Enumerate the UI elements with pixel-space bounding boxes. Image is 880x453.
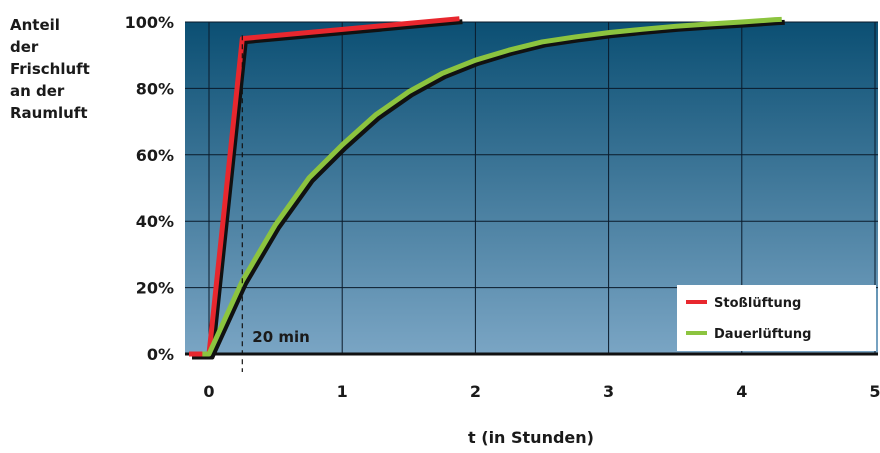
x-tick-label: 2 — [470, 382, 481, 401]
x-tick-label: 3 — [603, 382, 614, 401]
series-line-0 — [189, 16, 460, 357]
annotation-label: 20 min — [252, 328, 310, 346]
series-line-1 — [202, 16, 782, 357]
x-tick-label: 4 — [736, 382, 747, 401]
y-axis-title: Anteil der Frischluft an der Raumluft — [10, 16, 90, 122]
legend-entry: Dauerlüftung — [714, 327, 811, 342]
y-axis-title-line: Raumluft — [10, 104, 88, 122]
y-tick-label: 60% — [136, 146, 174, 165]
y-tick-label: 100% — [125, 13, 174, 32]
y-tick-label: 20% — [136, 279, 174, 298]
annotations: 20 min — [241, 35, 310, 372]
y-axis-title-line: Anteil — [10, 16, 60, 34]
y-tick-label: 40% — [136, 212, 174, 231]
y-tick-label: 80% — [136, 79, 174, 98]
x-axis-title: t (in Stunden) — [468, 428, 594, 447]
y-axis-title-line: der — [10, 38, 39, 56]
series-shadow-1 — [205, 19, 785, 360]
legend-box — [677, 285, 876, 351]
series-shadow-0 — [192, 19, 463, 360]
x-tick-label: 5 — [869, 382, 880, 401]
axes: 0 1 2 3 4 5 0% 20% 40% 60% 80% 100% — [125, 13, 880, 401]
y-axis-title-line: Frischluft — [10, 60, 90, 78]
x-tick-label: 1 — [337, 382, 348, 401]
legend-entry: Stoßlüftung — [714, 296, 801, 311]
x-tick-label: 0 — [203, 382, 214, 401]
y-tick-label: 0% — [147, 345, 174, 364]
series — [189, 16, 785, 360]
y-axis-title-line: an der — [10, 82, 65, 100]
legend: Stoßlüftung Dauerlüftung — [677, 285, 876, 351]
